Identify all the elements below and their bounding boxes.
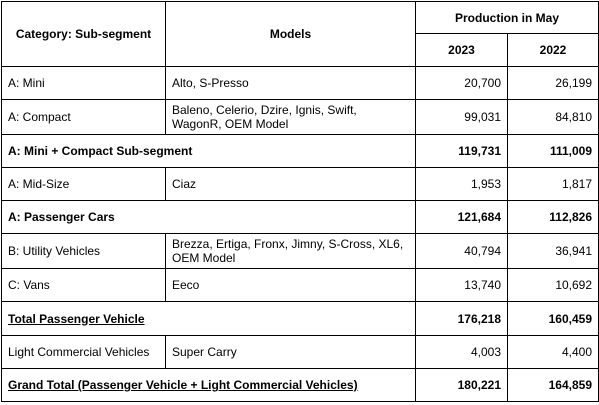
row-category: Grand Total (Passenger Vehicle + Light C… [8,378,358,392]
row-category: C: Vans [1,268,166,302]
row-models: Baleno, Celerio, Dzire, Ignis, Swift, Wa… [165,99,416,135]
row-value-2022: 164,859 [506,368,599,402]
models-header: Models [165,1,416,67]
row-value-2023: 121,684 [415,200,508,234]
table-row: A: Mid-Size Ciaz 1,953 1,817 [1,167,599,201]
row-value-2022: 112,826 [506,200,599,234]
subtotal-row: A: Mini + Compact Sub-segment 119,731 11… [1,134,599,168]
table-row: Light Commercial Vehicles Super Carry 4,… [1,335,599,369]
row-value-2022: 111,009 [506,134,599,168]
row-value-2022: 36,941 [506,233,599,269]
total-row: Total Passenger Vehicle 176,218 160,459 [1,301,599,336]
row-value-2023: 13,740 [415,268,508,302]
row-category: A: Mid-Size [1,167,166,201]
row-value-2023: 1,953 [415,167,508,201]
row-category: A: Passenger Cars [1,200,416,234]
row-value-2023: 40,794 [415,233,508,269]
row-category: B: Utility Vehicles [1,233,166,269]
row-value-2022: 26,199 [506,66,599,100]
row-value-2022: 4,400 [506,335,599,369]
row-value-2022: 1,817 [506,167,599,201]
row-value-2023: 20,700 [415,66,508,100]
row-value-2023: 176,218 [415,301,508,336]
table-row: A: Compact Baleno, Celerio, Dzire, Ignis… [1,99,599,135]
row-models: Super Carry [165,335,416,369]
row-value-2023: 119,731 [415,134,508,168]
row-value-2023: 99,031 [415,99,508,135]
row-value-2023: 180,221 [415,368,508,402]
grand-total-row: Grand Total (Passenger Vehicle + Light C… [1,368,599,402]
row-category: A: Mini + Compact Sub-segment [1,134,416,168]
row-category: A: Mini [1,66,166,100]
row-models: Alto, S-Presso [165,66,416,100]
year-2022-header: 2022 [506,33,599,67]
table-row: B: Utility Vehicles Brezza, Ertiga, Fron… [1,233,599,269]
row-category: A: Compact [1,99,166,135]
production-header: Production in May [414,1,599,34]
row-models: Eeco [165,268,416,302]
table-row: C: Vans Eeco 13,740 10,692 [1,268,599,302]
row-value-2023: 4,003 [415,335,508,369]
row-value-2022: 84,810 [506,99,599,135]
row-category: Total Passenger Vehicle [8,311,145,326]
row-models: Ciaz [165,167,416,201]
table-row: A: Mini Alto, S-Presso 20,700 26,199 [1,66,599,100]
row-value-2022: 10,692 [506,268,599,302]
row-value-2022: 160,459 [506,301,599,336]
row-category: Light Commercial Vehicles [1,335,166,369]
row-models: Brezza, Ertiga, Fronx, Jimny, S-Cross, X… [165,233,416,269]
category-header: Category: Sub-segment [1,1,166,67]
year-2023-header: 2023 [415,33,508,67]
subtotal-row: A: Passenger Cars 121,684 112,826 [1,200,599,234]
